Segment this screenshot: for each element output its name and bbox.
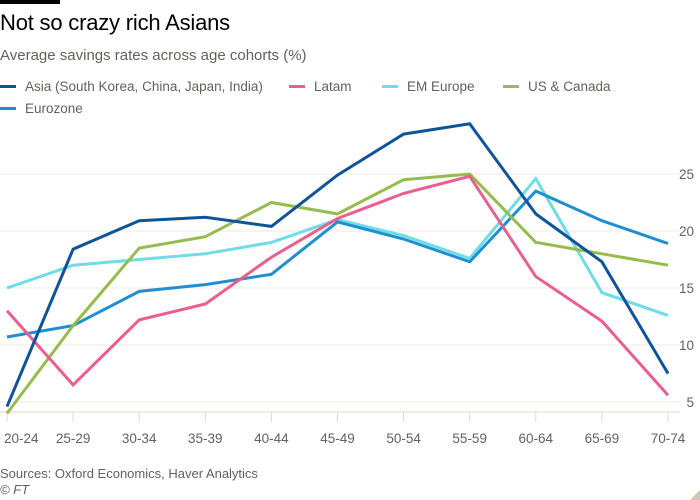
- y-axis-ticks: 5 10 15 20 25: [679, 167, 694, 410]
- brand-bar: [0, 0, 60, 4]
- legend-label-em-europe: EM Europe: [407, 79, 475, 94]
- x-tick-label: 50-54: [386, 431, 421, 446]
- x-tick-label: 35-39: [188, 431, 223, 446]
- legend-label-asia: Asia (South Korea, China, Japan, India): [25, 79, 263, 94]
- gridlines: [0, 173, 680, 403]
- series-line-latam: [5, 174, 670, 397]
- x-tick-label: 65-69: [585, 431, 620, 446]
- source-note: Sources: Oxford Economics, Haver Analyti…: [0, 466, 258, 481]
- x-tick-label: 20-24: [4, 431, 39, 446]
- copyright-note: © FT: [0, 482, 30, 497]
- corner-decoration: [690, 490, 700, 500]
- legend-swatch-us-canada: [503, 85, 519, 88]
- legend-item-em-europe: EM Europe: [382, 79, 475, 94]
- series-lines: [5, 122, 670, 415]
- x-tick-label: 40-44: [254, 431, 289, 446]
- y-tick-label: 15: [679, 281, 694, 296]
- y-tick-label: 5: [686, 395, 694, 410]
- chart-title: Not so crazy rich Asians: [0, 10, 230, 35]
- legend-label-latam: Latam: [314, 79, 352, 94]
- legend-item-latam: Latam: [289, 79, 352, 94]
- legend-label-us-canada: US & Canada: [528, 79, 611, 94]
- x-tick-label: 30-34: [122, 431, 157, 446]
- chart-subtitle: Average savings rates across age cohorts…: [0, 47, 307, 64]
- x-tick-label: 45-49: [320, 431, 355, 446]
- legend-swatch-latam: [289, 85, 305, 88]
- y-tick-label: 25: [679, 167, 694, 182]
- legend-swatch-eurozone: [0, 107, 16, 110]
- y-tick-label: 20: [679, 224, 694, 239]
- y-tick-label: 10: [679, 338, 694, 353]
- legend-item-asia: Asia (South Korea, China, Japan, India): [0, 79, 263, 94]
- x-tick-label: 25-29: [56, 431, 91, 446]
- series-line-us: [5, 172, 669, 415]
- legend-item-eurozone: Eurozone: [0, 101, 83, 116]
- series-line-eurozone: [6, 189, 669, 339]
- legend-label-eurozone: Eurozone: [25, 101, 83, 116]
- series-line-asia: [5, 122, 670, 408]
- x-tick-label: 60-64: [519, 431, 554, 446]
- x-tick-label: 55-59: [452, 431, 487, 446]
- x-axis: 20-24 25-29 30-34 35-39 40-44 45-49 50-54 55-59…: [0, 411, 686, 446]
- legend-swatch-em-europe: [382, 85, 398, 88]
- legend-swatch-asia: [0, 85, 16, 88]
- legend-item-us-canada: US & Canada: [503, 79, 611, 94]
- x-tick-label: 70-74: [651, 431, 686, 446]
